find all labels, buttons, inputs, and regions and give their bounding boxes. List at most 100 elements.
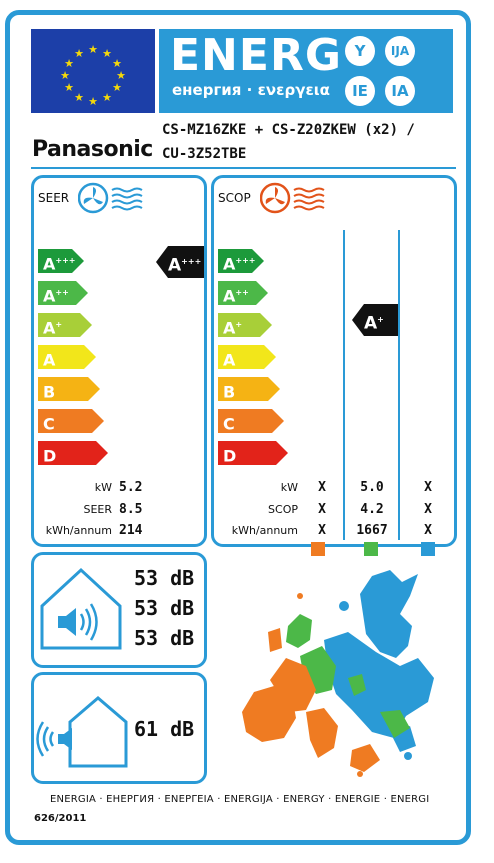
seer-value: 8.5	[119, 502, 143, 517]
svg-text:★: ★	[102, 91, 112, 104]
label-frame	[5, 10, 471, 845]
model-line-2: CU-3Z52TBE	[162, 146, 247, 162]
heating-fan-icon	[260, 182, 325, 214]
cooling-class-label: A	[43, 350, 56, 370]
eu-stars-icon: ★ ★★ ★★★ ★★★ ★★★	[60, 43, 126, 108]
scop-title: SCOP	[218, 191, 251, 205]
cooling-class-arrow	[38, 345, 96, 369]
heating-class-label: A+	[223, 318, 243, 338]
heating-column-divider-1	[343, 230, 345, 540]
model-number: CS-MZ16ZKE + CS-Z20ZKEW (x2) / CU-3Z52TB…	[162, 118, 415, 166]
cooling-class-arrow	[38, 409, 104, 433]
regulation-number: 626/2011	[34, 813, 87, 824]
seer-title: SEER	[38, 191, 70, 205]
indoor-noise-panel	[31, 552, 207, 668]
indoor-noise-db-3: 53 dB	[134, 626, 195, 650]
scop-average: 4.2	[360, 502, 384, 517]
warm-climate-swatch	[421, 542, 435, 556]
eu-flag: ★ ★ ★ ★ ★ ★ ★ ★ ★ ★ ★ ★	[31, 29, 155, 113]
cooling-fan-icon	[78, 182, 143, 214]
heating-rating-label: A+	[364, 313, 384, 334]
svg-text:★: ★	[88, 95, 98, 108]
heating-kw-cold: X	[318, 480, 326, 495]
heating-kw-warm: X	[424, 480, 432, 495]
scop-label: SCOP	[268, 503, 298, 516]
cooling-class-arrow	[38, 377, 100, 401]
cold-zone	[242, 593, 380, 777]
cooling-rating-label: A+++	[168, 255, 202, 276]
heating-class-arrow	[218, 409, 284, 433]
heating-class-label: A+++	[223, 254, 256, 274]
heating-panel	[211, 175, 457, 547]
energy-word: ENERG	[170, 30, 342, 81]
cooling-kw-label: kW	[94, 481, 112, 494]
indoor-noise-db-2: 53 dB	[134, 596, 195, 620]
scop-warm: X	[424, 502, 432, 517]
heating-class-arrow	[218, 281, 268, 305]
heating-kw-label: kW	[280, 481, 298, 494]
seer-label: SEER	[83, 503, 112, 516]
indoor-house-speaker-icon	[40, 567, 122, 650]
heating-class-arrow	[218, 249, 264, 273]
cooling-class-arrow	[38, 249, 84, 273]
cooling-class-label: D	[43, 446, 57, 466]
outdoor-noise-db: 61 dB	[134, 717, 195, 741]
heating-class-arrow	[218, 313, 272, 337]
svg-text:★: ★	[74, 91, 84, 104]
scop-cold: X	[318, 502, 326, 517]
svg-text:★: ★	[60, 69, 70, 82]
average-climate-swatch	[364, 542, 378, 556]
svg-text:★: ★	[116, 69, 126, 82]
svg-text:★: ★	[112, 57, 122, 70]
brand-logo: Panasonic	[32, 137, 153, 162]
cooling-rating-marker	[156, 246, 204, 278]
energy-subtitle: енергия · ενεργεια	[172, 81, 330, 99]
heating-annum-average: 1667	[356, 523, 388, 538]
cooling-class-label: A++	[43, 286, 69, 306]
outdoor-house-speaker-icon	[36, 696, 128, 768]
heating-annum-label: kWh/annum	[231, 524, 298, 537]
heating-class-label: D	[223, 446, 237, 466]
indoor-noise-db-1: 53 dB	[134, 566, 195, 590]
lang-code-ia: IA	[385, 76, 415, 106]
lang-code-y: Y	[345, 36, 375, 66]
heating-class-arrow	[218, 345, 276, 369]
cooling-class-arrow	[38, 441, 108, 465]
heating-class-label: C	[223, 414, 235, 434]
heating-annum-cold: X	[318, 523, 326, 538]
cooling-class-label: C	[43, 414, 55, 434]
model-line-1: CS-MZ16ZKE + CS-Z20ZKEW (x2) /	[162, 122, 415, 138]
lang-code-ija: IJA	[385, 36, 415, 66]
cooling-kw-value: 5.2	[119, 480, 143, 495]
cold-climate-swatch	[311, 542, 325, 556]
heating-class-label: B	[223, 382, 236, 402]
europe-climate-map	[242, 570, 434, 777]
heating-kw-average: 5.0	[360, 480, 384, 495]
svg-text:★: ★	[88, 43, 98, 56]
lang-code-ie: IE	[345, 76, 375, 106]
outdoor-noise-panel	[31, 672, 207, 784]
cooling-class-label: B	[43, 382, 56, 402]
warm-zone	[324, 570, 434, 760]
heating-class-label: A	[223, 350, 236, 370]
heating-class-label: A++	[223, 286, 249, 306]
cooling-panel	[31, 175, 207, 547]
cooling-class-label: A+++	[43, 254, 76, 274]
cooling-class-label: A+	[43, 318, 63, 338]
svg-text:★: ★	[102, 47, 112, 60]
heating-class-arrow	[218, 441, 288, 465]
energy-languages-footer: ENERGIA · ЕНЕРГИЯ · ΕΝΕΡΓΕΙΑ · ENERGIJA …	[50, 794, 430, 805]
header-divider	[31, 167, 456, 169]
heating-column-divider-2	[398, 230, 400, 540]
svg-text:★: ★	[64, 81, 74, 94]
svg-text:★: ★	[64, 57, 74, 70]
svg-text:★: ★	[74, 47, 84, 60]
svg-text:★: ★	[112, 81, 122, 94]
heating-annum-warm: X	[424, 523, 432, 538]
cooling-annum-value: 214	[119, 523, 143, 538]
cooling-class-arrow	[38, 281, 88, 305]
heating-class-arrow	[218, 377, 280, 401]
heating-rating-marker	[352, 304, 398, 336]
cooling-class-arrow	[38, 313, 92, 337]
cooling-annum-label: kWh/annum	[45, 524, 112, 537]
